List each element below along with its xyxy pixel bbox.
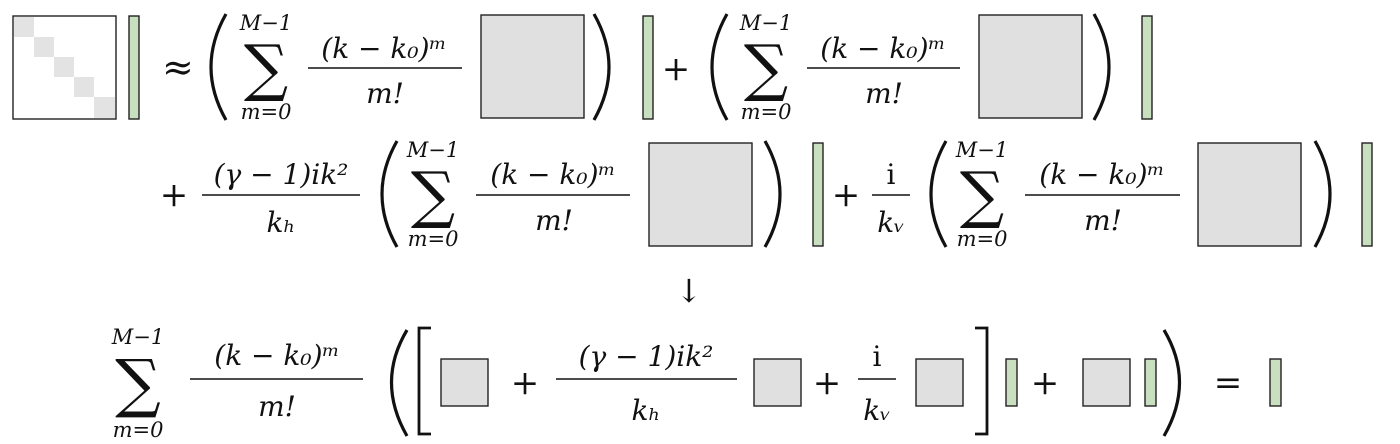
plus-sign: +	[1031, 363, 1060, 403]
vector	[812, 142, 824, 247]
taylor-numerator: (k − k₀)ᵐ	[1039, 158, 1164, 191]
outer-right-paren	[1162, 329, 1181, 437]
rhs-vector	[1269, 358, 1282, 407]
taylor-numerator: (k − k₀)ᵐ	[820, 32, 945, 65]
vector	[1005, 358, 1018, 407]
base-matrix	[440, 358, 489, 407]
right-paren	[763, 140, 782, 248]
plus-sign: +	[662, 49, 691, 89]
vertical-coef-numerator: i	[873, 340, 882, 373]
plus-sign: +	[813, 363, 842, 403]
outer-left-paren	[390, 329, 409, 437]
sum-upper-limit: M−1	[739, 11, 792, 35]
taylor-denominator: m!	[865, 77, 903, 110]
taylor-denominator: m!	[366, 77, 404, 110]
vertical-coef-denominator: kᵥ	[877, 206, 904, 239]
sum-lower-limit: m=0	[957, 227, 1008, 251]
horizontal-coef-numerator: (γ − 1)ik²	[214, 158, 349, 191]
right-paren	[592, 13, 611, 121]
sum-upper-limit: M−1	[239, 11, 292, 35]
plus-sign: +	[160, 175, 189, 215]
coefficient-matrix	[648, 142, 753, 247]
taylor-numerator: (k − k₀)ᵐ	[490, 158, 615, 191]
horizontal-coef-numerator: (γ − 1)ik²	[579, 340, 714, 373]
approx-sign: ≈	[162, 45, 194, 89]
sigma-icon: ∑	[744, 31, 788, 104]
horizontal-matrix	[753, 358, 802, 407]
equals-sign: =	[1214, 363, 1243, 403]
vector	[1144, 358, 1157, 407]
vector	[642, 15, 654, 120]
left-paren	[209, 13, 228, 121]
sum-lower-limit: m=0	[741, 100, 792, 124]
diagonal-matrix	[12, 15, 117, 120]
sum-upper-limit: M−1	[955, 138, 1008, 162]
sigma-icon: ∑	[115, 347, 161, 421]
sum-lower-limit: m=0	[241, 100, 292, 124]
taylor-denominator: m!	[1084, 204, 1122, 237]
vertical-matrix	[915, 358, 964, 407]
left-bracket	[417, 326, 431, 436]
unknown-vector	[128, 15, 140, 120]
taylor-numerator: (k − k₀)ᵐ	[214, 339, 339, 372]
sigma-icon: ∑	[244, 31, 288, 104]
sigma-icon: ∑	[411, 158, 455, 231]
coefficient-matrix	[1197, 142, 1302, 247]
vertical-coef-denominator: kᵥ	[863, 394, 890, 427]
horizontal-coef-denominator: kₕ	[266, 206, 295, 239]
sum-upper-limit: M−1	[406, 138, 459, 162]
left-paren	[710, 13, 729, 121]
taylor-numerator: (k − k₀)ᵐ	[321, 32, 446, 65]
down-arrow-icon: ↓	[676, 272, 703, 310]
coefficient-matrix	[480, 14, 585, 119]
plus-sign: +	[832, 175, 861, 215]
vertical-coef-numerator: i	[887, 158, 896, 191]
left-paren	[380, 140, 399, 248]
coefficient-matrix	[978, 14, 1083, 119]
horizontal-coef-denominator: kₕ	[631, 394, 660, 427]
taylor-denominator: m!	[258, 390, 296, 423]
sum-upper-limit: M−1	[111, 325, 164, 349]
sigma-icon: ∑	[960, 158, 1004, 231]
left-paren	[929, 140, 948, 248]
plus-sign: +	[511, 363, 540, 403]
right-paren	[1313, 140, 1332, 248]
taylor-denominator: m!	[535, 204, 573, 237]
vector	[1141, 15, 1153, 120]
vector	[1361, 142, 1373, 247]
source-matrix	[1082, 358, 1131, 407]
sum-lower-limit: m=0	[113, 418, 164, 442]
sum-lower-limit: m=0	[408, 227, 459, 251]
right-bracket	[975, 326, 989, 436]
right-paren	[1092, 13, 1111, 121]
